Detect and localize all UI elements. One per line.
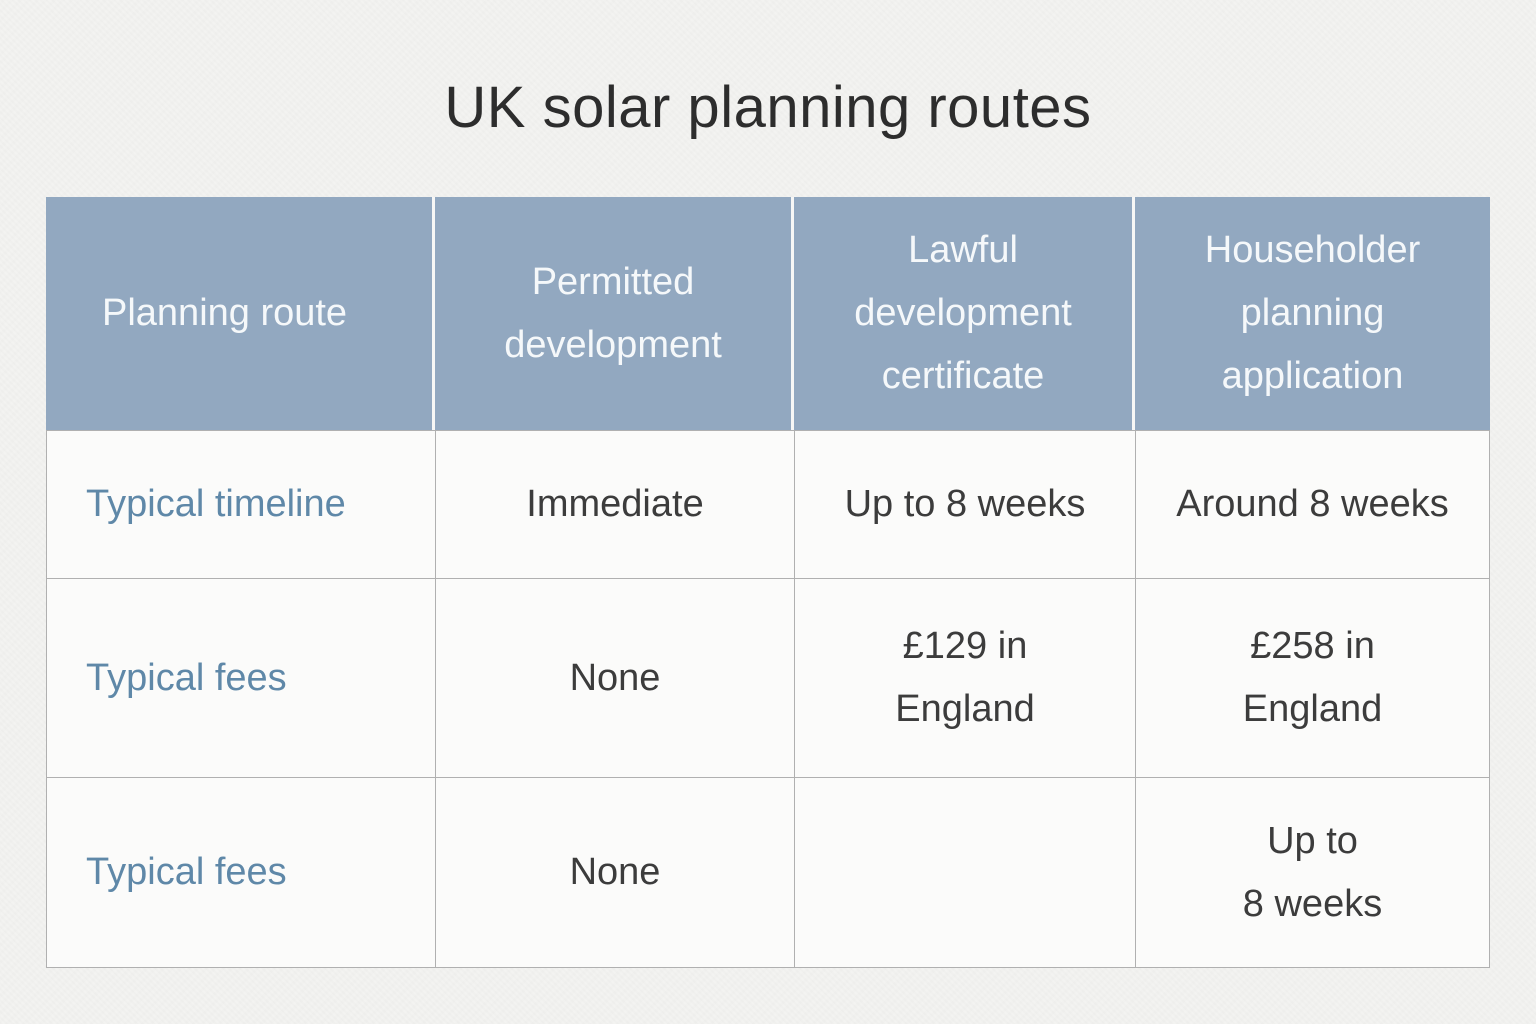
- header-label: Householder planning application: [1204, 229, 1421, 397]
- cell-fees2-householder-planning-application: Up to 8 weeks: [1135, 777, 1490, 968]
- header-cell-permitted-development: Permitted development: [435, 197, 794, 430]
- cell-timeline-lawful-development-certificate: Up to 8 weeks: [794, 430, 1135, 578]
- row-label-typical-fees: Typical fees: [46, 578, 435, 777]
- header-cell-planning-route: Planning route: [46, 197, 435, 430]
- cell-fees-lawful-development-certificate: £129 in England: [794, 578, 1135, 777]
- header-label: Permitted development: [504, 260, 722, 366]
- header-cell-householder-planning-application: Householder planning application: [1135, 197, 1490, 430]
- row-label-typical-timeline: Typical timeline: [46, 430, 435, 578]
- cell-fees2-permitted-development: None: [435, 777, 794, 968]
- cell-fees-permitted-development: None: [435, 578, 794, 777]
- cell-timeline-permitted-development: Immediate: [435, 430, 794, 578]
- header-cell-lawful-development-certificate: Lawful development certificate: [794, 197, 1135, 430]
- row-label-typical-fees-2: Typical fees: [46, 777, 435, 968]
- header-label: Lawful development certificate: [854, 229, 1072, 397]
- cell-fees-householder-planning-application: £258 in England: [1135, 578, 1490, 777]
- planning-routes-table: Planning route Permitted development Law…: [46, 197, 1490, 968]
- cell-timeline-householder-planning-application: Around 8 weeks: [1135, 430, 1490, 578]
- cell-fees2-lawful-development-certificate: [794, 777, 1135, 968]
- header-label: Planning route: [102, 292, 348, 335]
- page-title: UK solar planning routes: [444, 75, 1092, 140]
